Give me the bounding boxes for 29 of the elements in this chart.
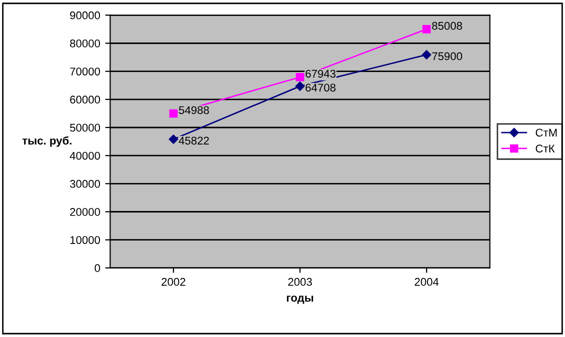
legend-label: СтК <box>536 144 555 152</box>
data-label: 75900 <box>432 52 462 60</box>
point <box>422 25 431 34</box>
x-tick-label: 2003 <box>288 278 312 286</box>
data-label: 54988 <box>178 106 209 114</box>
y-tick-label: 40000 <box>70 152 100 160</box>
y-tick-label: 0 <box>94 264 100 272</box>
data-label: 64708 <box>306 84 336 92</box>
x-tick-label: 2002 <box>162 278 186 286</box>
y-tick-label: 10000 <box>70 236 100 244</box>
x-axis-title: годы <box>286 296 314 304</box>
point <box>295 82 305 91</box>
y-tick-label: 20000 <box>70 208 100 216</box>
y-axis-title: тыс. руб. <box>22 136 72 147</box>
data-label: 67943 <box>306 70 336 78</box>
point <box>422 50 432 60</box>
legend-label: СтМ <box>536 128 557 137</box>
point <box>168 134 178 144</box>
data-label: 85008 <box>432 22 462 30</box>
y-tick-label: 70000 <box>70 68 100 76</box>
y-tick-label: 30000 <box>70 180 100 188</box>
y-tick-label: 60000 <box>70 96 100 104</box>
data-label: 45822 <box>178 136 209 145</box>
y-tick-label: 90000 <box>70 11 100 20</box>
y-tick-label: 50000 <box>70 124 100 132</box>
point <box>296 72 304 82</box>
x-tick-label: 2004 <box>414 278 439 286</box>
y-tick-label: 80000 <box>70 40 100 48</box>
point <box>169 109 178 118</box>
